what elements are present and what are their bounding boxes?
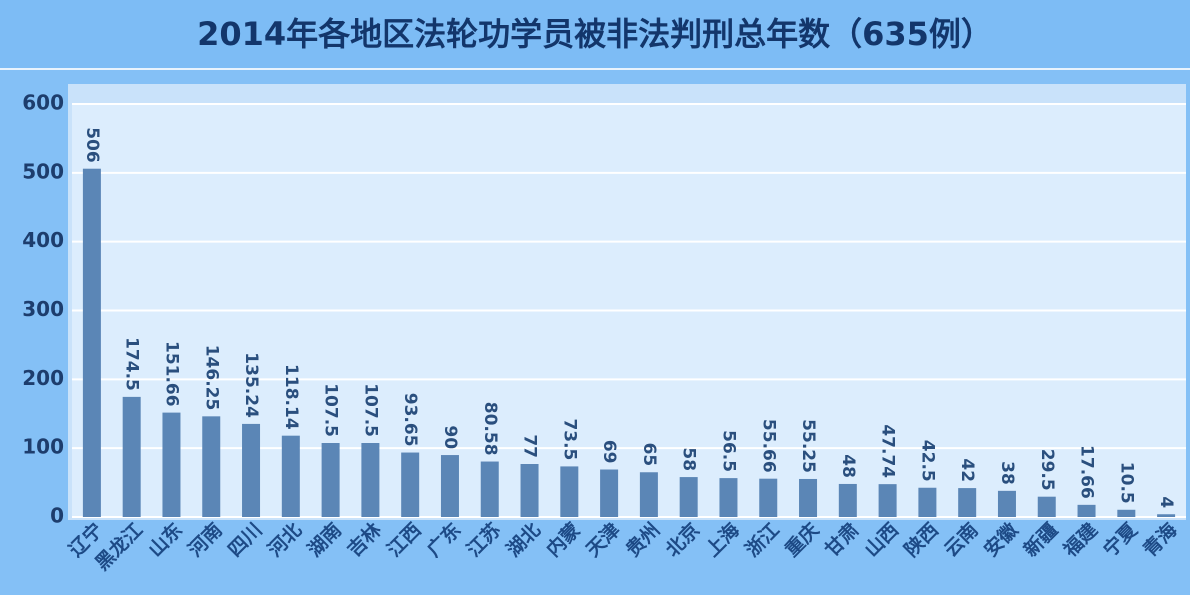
bar	[82, 168, 101, 517]
value-label: 10.5	[1116, 462, 1136, 504]
value-label: 55.66	[758, 419, 778, 473]
bar	[878, 484, 897, 517]
bar	[600, 469, 619, 517]
y-tick-label: 500	[22, 159, 64, 183]
value-label: 42.5	[917, 440, 937, 482]
y-tick-label: 200	[22, 366, 64, 390]
value-label: 77	[520, 434, 540, 458]
bar	[560, 466, 579, 517]
y-tick-label: 600	[22, 91, 64, 115]
bar	[401, 452, 420, 517]
value-label: 73.5	[559, 418, 579, 460]
bar	[1117, 509, 1136, 517]
bar	[997, 490, 1016, 517]
value-label: 47.74	[878, 424, 898, 478]
value-label: 55.25	[798, 419, 818, 473]
y-tick-label: 400	[22, 228, 64, 252]
value-label: 48	[838, 454, 858, 478]
bar	[281, 435, 300, 517]
bar	[480, 461, 499, 517]
value-label: 80.58	[480, 402, 500, 456]
value-label: 29.5	[1037, 449, 1057, 491]
bar	[679, 477, 698, 517]
bar	[958, 488, 977, 517]
bar	[361, 443, 380, 517]
bar	[520, 463, 539, 517]
value-label: 69	[599, 440, 619, 464]
value-label: 58	[679, 447, 699, 471]
y-tick-label: 0	[50, 504, 64, 528]
bar	[799, 478, 818, 517]
value-label: 56.5	[718, 430, 738, 472]
bar	[1037, 496, 1056, 517]
bar	[202, 416, 221, 517]
bar	[162, 412, 181, 517]
title-band	[0, 0, 1190, 68]
bar	[1077, 504, 1096, 517]
value-label: 4	[1156, 496, 1176, 508]
value-label: 174.5	[122, 337, 142, 391]
value-label: 42	[957, 458, 977, 482]
bar	[918, 487, 937, 517]
value-label: 90	[440, 425, 460, 449]
value-label: 17.66	[1077, 445, 1097, 499]
value-label: 107.5	[360, 383, 380, 437]
bar	[440, 455, 459, 517]
bar	[242, 423, 261, 517]
value-label: 151.66	[161, 341, 181, 407]
bar	[321, 443, 340, 517]
bar	[759, 478, 778, 517]
value-label: 65	[639, 443, 659, 467]
value-label: 118.14	[281, 364, 301, 430]
value-label: 506	[82, 127, 102, 163]
chart-title: 2014年各地区法轮功学员被非法判刑总年数（635例）	[197, 15, 993, 53]
bar	[1157, 514, 1176, 517]
bar	[719, 478, 738, 517]
value-label: 135.24	[241, 352, 261, 418]
value-label: 146.25	[201, 345, 221, 411]
bar	[122, 396, 141, 517]
value-label: 38	[997, 461, 1017, 485]
y-tick-label: 100	[22, 435, 64, 459]
value-label: 107.5	[321, 383, 341, 437]
y-tick-label: 300	[22, 297, 64, 321]
value-label: 93.65	[400, 393, 420, 447]
bar	[639, 472, 658, 517]
bar	[838, 483, 857, 517]
